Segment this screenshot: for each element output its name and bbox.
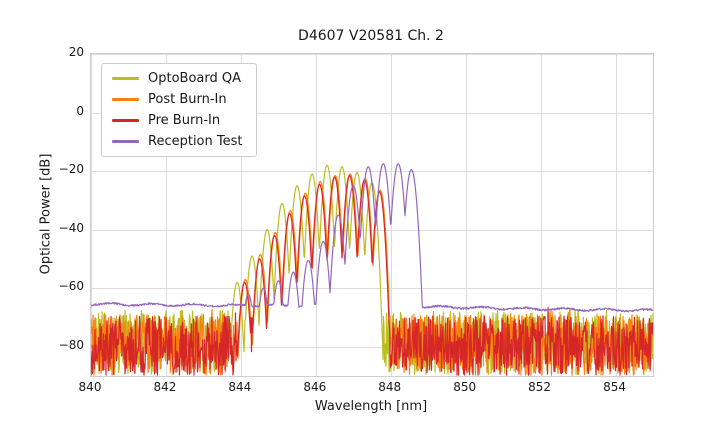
y-tick-label: −80 [58,337,84,352]
legend-line-swatch [112,140,139,143]
legend-item: Post Burn-In [112,93,242,106]
x-tick-label: 854 [603,380,626,394]
y-tick-label: 0 [76,103,84,118]
legend-label: Post Burn-In [148,92,227,107]
x-tick-label: 852 [528,380,552,394]
x-tick-label: 850 [453,380,477,394]
x-tick-label: 844 [228,380,252,394]
legend-line-swatch [112,119,139,122]
legend-line-swatch [112,77,139,80]
legend-label: Reception Test [148,134,243,149]
y-tick-label: −60 [58,279,84,294]
legend-label: Pre Burn-In [148,113,221,128]
x-tick-label: 848 [378,380,402,394]
x-tick-label: 840 [78,380,102,394]
y-tick-label: −20 [58,162,84,177]
y-tick-label: −40 [58,220,84,235]
plot-area: OptoBoard QA Post Burn-In Pre Burn-In Recep… [90,53,654,377]
legend: OptoBoard QA Post Burn-In Pre Burn-In Recep… [101,63,258,157]
legend-item: OptoBoard QA [112,72,242,85]
y-tick-label: 20 [68,45,84,59]
legend-item: Pre Burn-In [112,114,242,127]
legend-label: OptoBoard QA [148,71,241,86]
legend-item: Reception Test [112,135,242,148]
x-tick-label: 846 [303,380,327,394]
x-axis-label: Wavelength [nm] [314,399,428,414]
x-tick-label: 842 [153,380,177,394]
chart-title: D4607 V20581 Ch. 2 [298,28,444,44]
legend-line-swatch [112,98,139,101]
